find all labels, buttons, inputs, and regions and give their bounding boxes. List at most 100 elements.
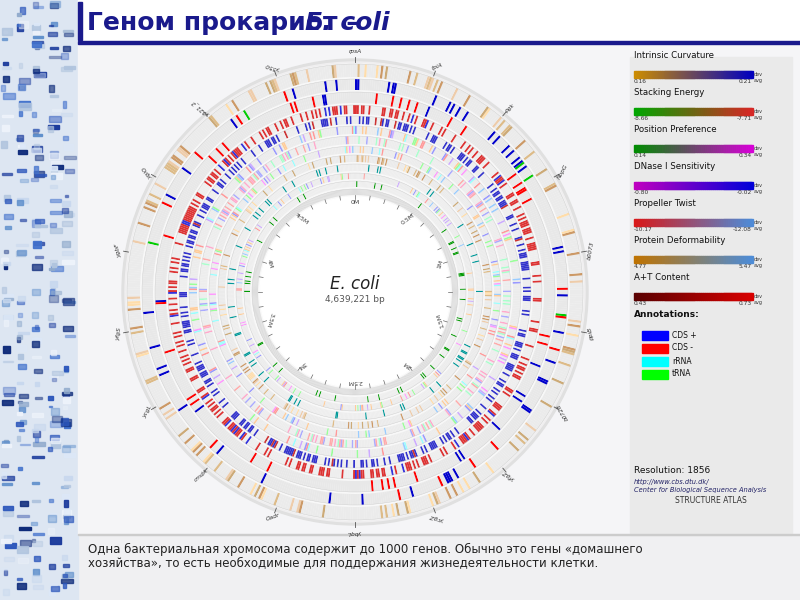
Wedge shape: [390, 196, 394, 202]
Text: 2.5M: 2.5M: [347, 379, 362, 385]
Wedge shape: [486, 148, 495, 157]
Wedge shape: [466, 430, 473, 439]
Wedge shape: [321, 383, 324, 389]
Wedge shape: [503, 295, 511, 297]
Wedge shape: [402, 184, 406, 190]
Text: rRNA: rRNA: [672, 356, 692, 365]
Bar: [701, 293, 703, 300]
Wedge shape: [454, 235, 460, 239]
Wedge shape: [550, 379, 563, 387]
Wedge shape: [229, 238, 236, 242]
Wedge shape: [221, 142, 230, 152]
Wedge shape: [210, 423, 220, 432]
Wedge shape: [319, 383, 322, 389]
Wedge shape: [438, 82, 446, 95]
Wedge shape: [334, 127, 337, 135]
Wedge shape: [317, 120, 320, 128]
Wedge shape: [338, 127, 340, 135]
Wedge shape: [406, 500, 412, 514]
Bar: [705, 145, 707, 152]
Wedge shape: [245, 246, 251, 250]
Wedge shape: [483, 414, 491, 421]
Wedge shape: [303, 164, 307, 172]
Wedge shape: [249, 151, 255, 158]
Wedge shape: [282, 153, 288, 161]
Wedge shape: [224, 435, 233, 445]
Wedge shape: [447, 407, 453, 414]
Wedge shape: [211, 318, 218, 321]
Wedge shape: [398, 68, 402, 82]
Wedge shape: [531, 187, 542, 194]
Wedge shape: [332, 137, 335, 146]
Wedge shape: [422, 206, 426, 212]
Wedge shape: [195, 334, 203, 338]
Bar: [1, 141, 7, 148]
Wedge shape: [554, 254, 565, 259]
Wedge shape: [392, 197, 395, 203]
Wedge shape: [408, 373, 412, 379]
Wedge shape: [503, 290, 511, 292]
Wedge shape: [423, 360, 429, 365]
Wedge shape: [518, 192, 530, 199]
Wedge shape: [471, 195, 478, 201]
Wedge shape: [471, 412, 478, 419]
Wedge shape: [498, 255, 507, 258]
Wedge shape: [244, 211, 250, 215]
Wedge shape: [395, 152, 398, 160]
Wedge shape: [454, 389, 459, 395]
Wedge shape: [204, 250, 213, 254]
Wedge shape: [358, 431, 359, 438]
Wedge shape: [200, 307, 208, 310]
Wedge shape: [496, 400, 504, 407]
Wedge shape: [221, 316, 227, 319]
Wedge shape: [429, 366, 434, 371]
Bar: [62, 260, 74, 265]
Wedge shape: [271, 492, 278, 505]
Wedge shape: [175, 424, 186, 434]
Bar: [63, 46, 70, 51]
Wedge shape: [405, 112, 409, 122]
Wedge shape: [358, 181, 360, 187]
Wedge shape: [317, 382, 320, 388]
Wedge shape: [550, 382, 562, 389]
Wedge shape: [466, 314, 472, 317]
Wedge shape: [361, 481, 363, 492]
Wedge shape: [208, 420, 218, 429]
Bar: [679, 293, 682, 300]
Wedge shape: [182, 220, 191, 225]
Wedge shape: [335, 430, 338, 437]
Wedge shape: [538, 242, 550, 247]
Wedge shape: [319, 491, 323, 502]
Wedge shape: [446, 408, 452, 415]
Wedge shape: [457, 266, 463, 268]
Wedge shape: [258, 325, 264, 328]
Wedge shape: [263, 389, 269, 395]
Bar: [3, 76, 10, 82]
Wedge shape: [432, 170, 437, 177]
Wedge shape: [224, 250, 231, 253]
Wedge shape: [297, 188, 301, 194]
Wedge shape: [411, 398, 415, 406]
Wedge shape: [189, 299, 198, 301]
Wedge shape: [501, 227, 509, 232]
Bar: [646, 71, 648, 78]
Wedge shape: [184, 139, 195, 150]
Wedge shape: [447, 383, 453, 389]
Wedge shape: [496, 217, 504, 222]
Wedge shape: [186, 337, 194, 341]
Wedge shape: [282, 360, 286, 365]
Wedge shape: [322, 478, 326, 490]
Bar: [636, 182, 638, 189]
Wedge shape: [252, 331, 258, 334]
Wedge shape: [258, 371, 264, 377]
Wedge shape: [386, 467, 390, 476]
Bar: [744, 108, 746, 115]
Bar: [63, 397, 70, 403]
Wedge shape: [355, 397, 356, 403]
Wedge shape: [360, 405, 362, 411]
Wedge shape: [438, 355, 444, 359]
Wedge shape: [346, 404, 348, 411]
Wedge shape: [228, 274, 235, 275]
Wedge shape: [494, 295, 501, 296]
Bar: [670, 145, 672, 152]
